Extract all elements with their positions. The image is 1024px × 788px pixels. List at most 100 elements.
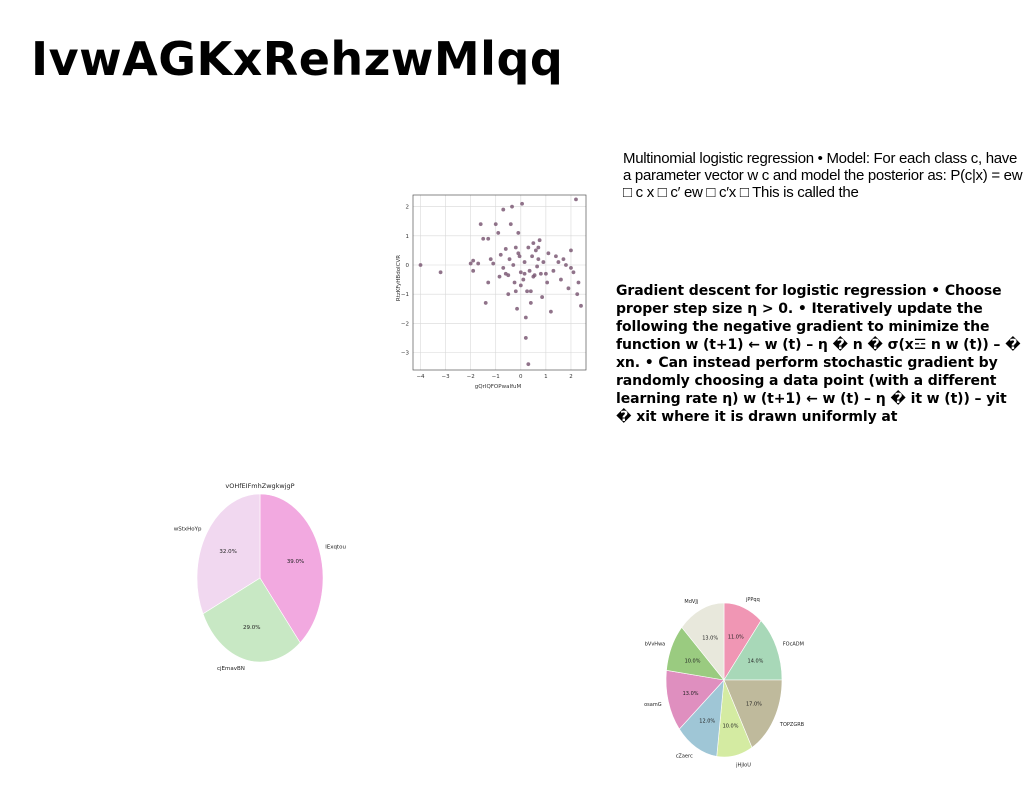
pie-chart-2-slice	[723, 620, 783, 681]
scatter-point	[526, 362, 531, 367]
pie-chart-1-percent-label: 29.0%	[243, 625, 260, 631]
scatter-point	[510, 204, 514, 209]
scatter-point	[497, 274, 502, 279]
scatter-point	[496, 231, 501, 235]
scatter-point	[476, 261, 481, 266]
pie-chart-2-slice-label: cZaerc	[676, 754, 693, 760]
scatter-x-tick-label: −3	[442, 374, 451, 380]
scatter-point	[518, 283, 523, 288]
scatter-point	[471, 258, 476, 263]
pie-chart-1-slice-label: lExqtou	[325, 545, 346, 551]
scatter-y-tick-label: −1	[401, 292, 409, 298]
scatter-point	[525, 289, 529, 294]
scatter-point	[438, 270, 443, 275]
scatter-point	[418, 263, 423, 267]
scatter-point	[533, 248, 538, 253]
pie-chart-2-percent-label: 13.0%	[683, 691, 699, 697]
paragraph-logistic-regression: Multinomial logistic regression • Model:…	[623, 150, 1023, 201]
scatter-point	[546, 251, 551, 256]
scatter-point	[523, 336, 528, 340]
scatter-point	[501, 207, 506, 212]
scatter-x-axis-label: gQrIQFOPwaIfuM	[475, 384, 522, 390]
scatter-point	[522, 271, 527, 276]
scatter-point	[536, 245, 541, 250]
scatter-point	[516, 231, 521, 235]
scatter-point	[569, 248, 573, 253]
pie-chart-2-slice-label: FOcADM	[783, 641, 804, 647]
scatter-point	[554, 254, 558, 259]
scatter-point	[536, 257, 541, 262]
scatter-point	[531, 274, 536, 279]
pie-chart-1: vOHfEIFmhZwgkwjgP 39.0% lExqtou 29.0% cjEma…	[174, 482, 346, 672]
pie-chart-2-slice-label: jPPqq	[745, 597, 760, 603]
scatter-chart: RtzKFyHBdoICVR gQrIQFOPwaIfuM −4 −3 −2 −1 0 1…	[396, 194, 587, 390]
scatter-point	[575, 292, 580, 297]
scatter-point	[507, 257, 512, 262]
pie-chart-2: 11.0% jPPqq 14.0% FOcADM 17.0% TOPZGRB 10.0% jH…	[644, 597, 805, 769]
scatter-x-tick-label: −2	[467, 374, 475, 380]
pie-chart-2-percent-label: 10.0%	[723, 723, 739, 729]
scatter-point	[574, 197, 578, 202]
pie-chart-2-percent-label: 17.0%	[746, 702, 762, 708]
pie-chart-1-slice-label: wStxHoYp	[174, 526, 202, 532]
scatter-point	[528, 289, 533, 294]
scatter-point	[520, 201, 524, 206]
scatter-point	[561, 257, 566, 262]
page-title: IvwAGKxRehzwMlqq	[31, 32, 564, 86]
pie-chart-1-percent-label: 39.0%	[287, 559, 304, 565]
scatter-point	[522, 260, 527, 264]
scatter-point	[526, 245, 531, 250]
pie-chart-1-slice-label: cjEmavBN	[217, 666, 245, 672]
pie-chart-2-slice-label: osamG	[644, 702, 662, 708]
scatter-point	[517, 254, 522, 259]
scatter-point	[503, 271, 508, 276]
scatter-y-axis-label: RtzKFyHBdoICVR	[396, 255, 402, 301]
scatter-x-tick-label: 0	[519, 374, 523, 380]
scatter-grid	[413, 195, 586, 370]
scatter-point	[543, 271, 548, 276]
scatter-x-tick-label: −4	[416, 374, 425, 380]
scatter-point	[471, 268, 476, 273]
scatter-point	[571, 270, 576, 275]
pie-chart-2-percent-label: 13.0%	[702, 636, 718, 642]
scatter-point	[483, 301, 488, 305]
scatter-x-tick-label: −1	[492, 374, 500, 380]
scatter-point	[521, 277, 526, 282]
pie-chart-2-slice	[665, 670, 725, 730]
scatter-point	[556, 260, 561, 264]
scatter-y-tick-label: 1	[406, 234, 410, 240]
scatter-point	[528, 301, 533, 305]
scatter-point	[498, 252, 503, 257]
pie-chart-1-slice	[196, 493, 261, 615]
scatter-point	[551, 268, 556, 273]
pie-chart-1-percent-label: 32.0%	[219, 549, 236, 555]
scatter-point	[478, 222, 483, 227]
pie-chart-1-slice	[259, 493, 324, 644]
scatter-point	[513, 245, 518, 250]
scatter-point	[481, 236, 486, 241]
scatter-point	[516, 251, 521, 256]
scatter-point	[538, 271, 543, 276]
scatter-point	[493, 222, 498, 227]
scatter-point	[566, 286, 571, 291]
pie-chart-1-slice	[202, 577, 301, 663]
scatter-y-tick-label: 0	[406, 263, 410, 269]
scatter-point	[515, 306, 519, 311]
pie-chart-2-slice-label: TOPZGRB	[779, 722, 805, 728]
pie-chart-2-slice	[723, 679, 783, 748]
scatter-point	[511, 263, 516, 267]
paragraph-gradient-descent: Gradient descent for logistic regression…	[616, 283, 1021, 425]
scatter-point	[491, 261, 496, 266]
pie-chart-2-percent-label: 10.0%	[685, 658, 701, 664]
scatter-y-tick-label: 2	[406, 205, 410, 211]
scatter-point	[506, 292, 511, 297]
scatter-point	[527, 268, 532, 273]
scatter-point	[576, 280, 581, 285]
scatter-point	[540, 295, 545, 299]
scatter-plot-frame	[412, 194, 587, 371]
scatter-point	[513, 289, 518, 294]
scatter-point	[486, 280, 491, 285]
scatter-point	[541, 260, 546, 264]
scatter-point	[564, 263, 568, 267]
pie-chart-2-percent-label: 11.0%	[728, 635, 744, 641]
